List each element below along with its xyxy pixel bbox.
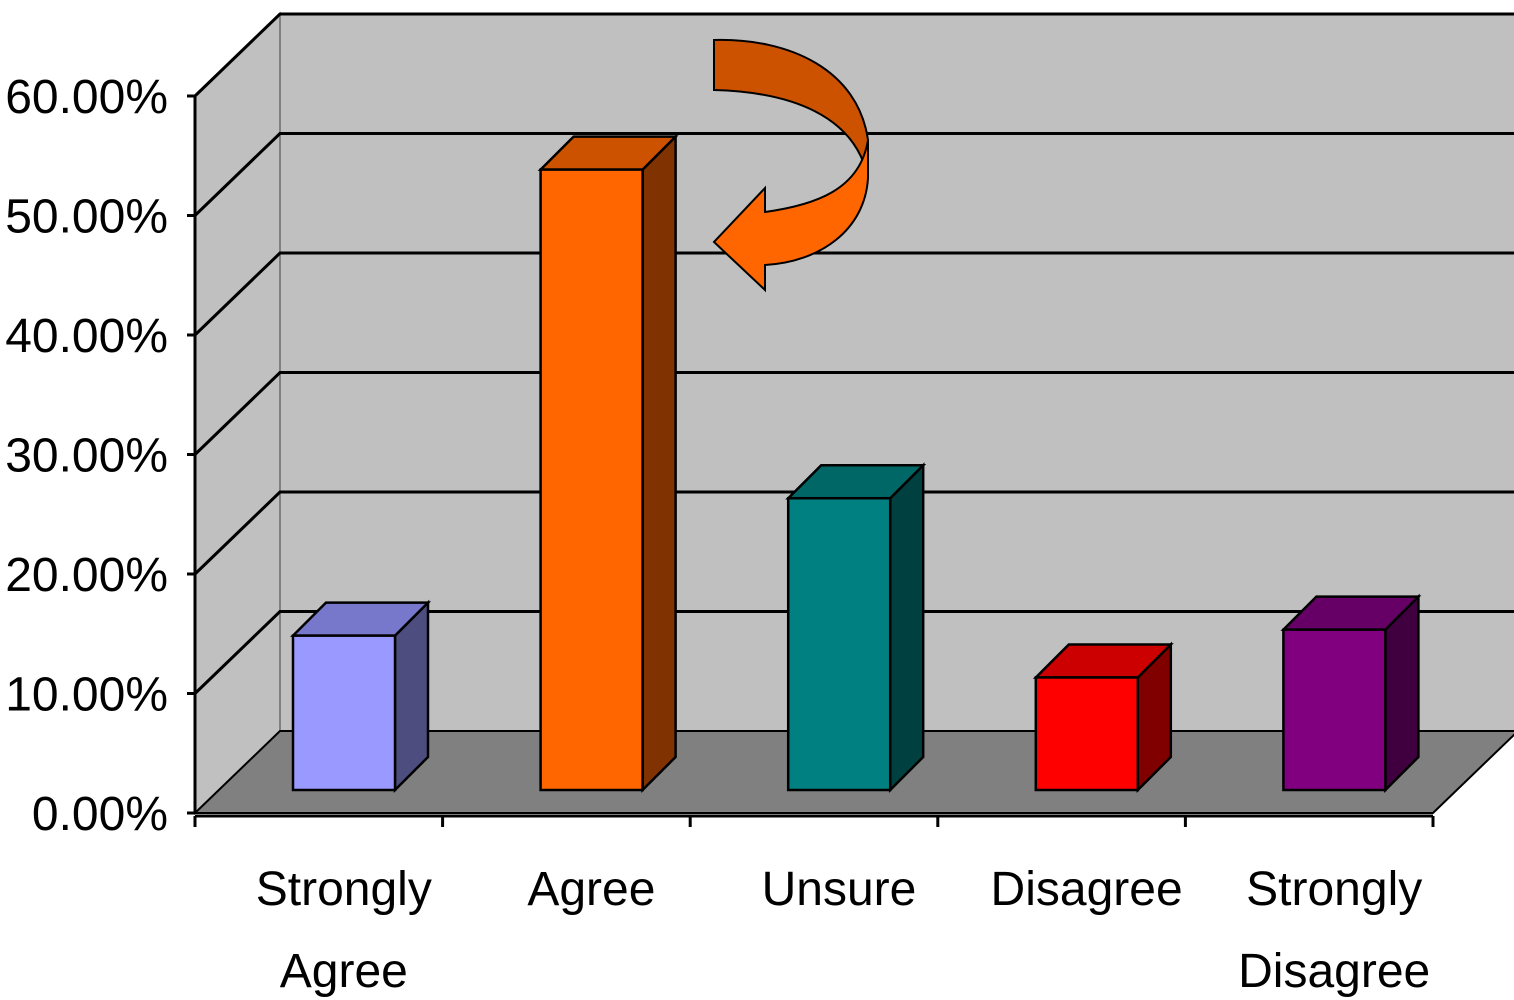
y-tick-label: 50.00% [5,191,168,244]
y-tick-label: 60.00% [5,71,168,124]
gridline [193,132,1514,217]
axes [187,94,1435,827]
x-tick-label-line: Strongly [256,863,432,916]
y-tick-label: 30.00% [5,430,168,483]
gridline [193,12,1514,98]
x-tick-label: Agree [527,863,655,916]
y-tick-labels: 0.00% 10.00% 20.00% 30.00% 40.00% 50.00% 60.00… [5,71,168,841]
bar [1032,641,1174,794]
x-tick-label-line: Disagree [1238,945,1430,998]
x-tick-label-line: Strongly [1246,863,1422,916]
annotation-arrow [712,38,869,293]
gridline [193,490,1514,576]
gridline [193,251,1514,337]
bar [289,599,432,794]
bar-side [888,462,925,794]
x-tick-label-line: Agree [280,945,408,998]
x-tick-label: Strongly Disagree [1238,863,1430,998]
y-tick-label: 10.00% [5,669,168,722]
bar-front [786,496,892,792]
bar-front [1034,676,1140,792]
x-tick-label: Strongly Agree [256,863,432,998]
x-tick-label: Unsure [762,863,917,916]
bar-front [291,634,397,792]
gridline [193,610,1514,695]
arrow-head [712,139,869,293]
bar [1280,593,1422,794]
bar-side [641,133,677,794]
y-tick-label: 40.00% [5,310,168,363]
bar-front [1282,628,1387,792]
x-tick-label-line: Disagree [991,863,1183,916]
bars [289,133,1422,794]
bar [537,133,679,794]
x-tick-label: Disagree [991,863,1183,916]
bar [785,462,927,794]
y-tick-label: 0.00% [32,788,168,841]
gridlines [193,12,1514,695]
x-tick-label-line: Unsure [762,863,917,916]
gridline [193,371,1514,456]
bar-front [539,168,644,792]
y-tick-label: 20.00% [5,549,168,602]
x-tick-label-line: Agree [527,863,655,916]
